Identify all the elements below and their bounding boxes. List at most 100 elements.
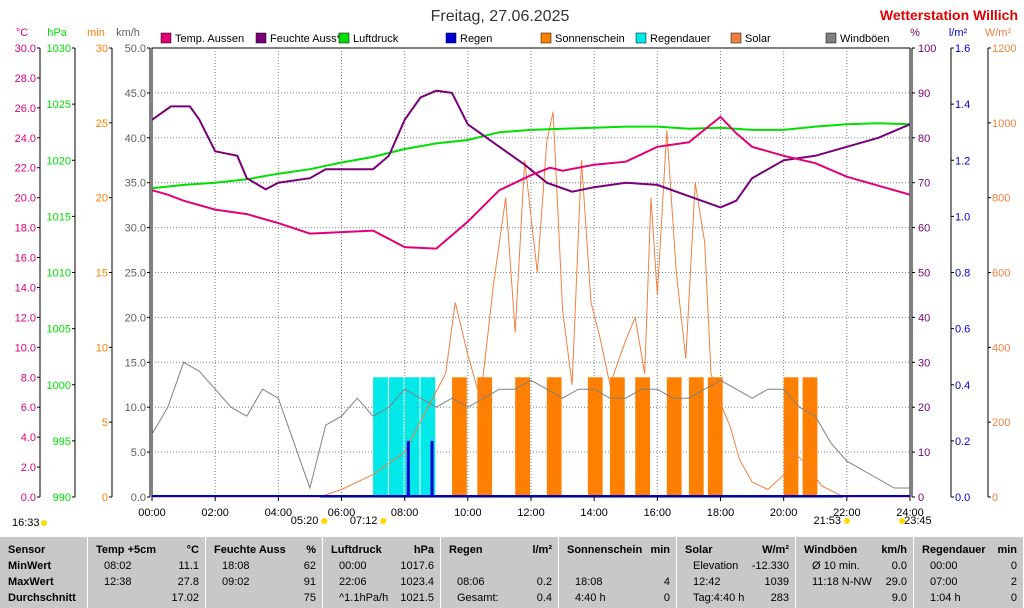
legend-swatch xyxy=(730,32,742,44)
bar-sonnenschein xyxy=(802,377,818,497)
axis-label-rain: 0.8 xyxy=(955,268,970,280)
stats-value: 0.4 xyxy=(536,592,552,604)
axis-label-rain: 1.0 xyxy=(955,211,970,223)
stats-value: -12.330 xyxy=(751,560,789,572)
axis-label-rain: 0.4 xyxy=(955,380,970,392)
axis-label-solar: 800 xyxy=(992,193,1010,205)
legend-label: Luftdruck xyxy=(353,33,399,45)
stats-value: 91 xyxy=(303,576,316,588)
stats-column: Luftdruck hPa 00:00 1017.6 22:06 1023.4 ^1.1hP… xyxy=(323,537,441,608)
stats-value: 1039 xyxy=(764,576,789,588)
legend-swatch xyxy=(635,32,647,44)
series-line xyxy=(152,111,910,498)
axis-unit-temp: °C xyxy=(16,27,28,39)
sun-events: 16:33 05:20 07:12 21:53 23:45 xyxy=(12,515,932,529)
axis-label-humidity: 10 xyxy=(918,447,930,459)
axis-label-solar: 600 xyxy=(992,268,1010,280)
bar-sonnenschein xyxy=(515,377,530,497)
axis-label-pressure: 1015 xyxy=(47,211,71,223)
stats-value: 17.02 xyxy=(171,592,199,604)
stats-value: 62 xyxy=(303,560,316,572)
axis-label-temp: 22.0 xyxy=(15,163,36,175)
sun-event-label: 07:12 xyxy=(350,515,378,527)
stats-column: Regen l/m² 08:06 0.2 Gesamt: 0.4 xyxy=(441,537,559,608)
plot-area xyxy=(151,89,911,498)
axis-label-temp: 10.0 xyxy=(15,342,36,354)
bar-sonnenschein xyxy=(707,377,723,497)
chart-title: Freitag, 27.06.2025 xyxy=(431,8,570,25)
axis-label-wind: 0.0 xyxy=(131,492,146,504)
station-name: Wetterstation Willich xyxy=(880,7,1018,23)
axis-unit-pressure: hPa xyxy=(47,27,67,39)
stats-value: 2 xyxy=(1010,576,1017,588)
axis-label-pressure: 1010 xyxy=(47,268,71,280)
stats-value: 283 xyxy=(770,592,789,604)
axis-unit-humidity: % xyxy=(910,27,920,39)
sun-icon xyxy=(844,518,851,524)
stats-row-label: MinWert xyxy=(8,560,52,572)
stats-value: 75 xyxy=(303,592,316,604)
time-label: 00:00 xyxy=(138,507,166,519)
axis-label-minutes: 5 xyxy=(102,417,108,429)
stats-time: 12:42 xyxy=(693,576,721,588)
axis-unit-rain: l/m² xyxy=(949,27,968,39)
bar-sonnenschein xyxy=(666,377,682,497)
axis-label-wind: 45.0 xyxy=(125,88,146,100)
stats-time: 11:18 N-NW xyxy=(812,576,872,588)
axis-label-rain: 1.2 xyxy=(955,155,970,167)
axis-label-pressure: 990 xyxy=(53,492,71,504)
axis-label-minutes: 25 xyxy=(96,118,108,130)
stats-time: Tag:4:40 h xyxy=(693,592,745,604)
axis-label-pressure: 1000 xyxy=(47,380,71,392)
legend-swatch xyxy=(825,32,837,44)
sun-event-label: 23:45 xyxy=(904,515,932,527)
weather-chart: Freitag, 27.06.2025 Wetterstation Willic… xyxy=(12,7,1018,529)
axis-label-pressure: 1020 xyxy=(47,155,71,167)
stats-value: 0 xyxy=(663,592,670,604)
axis-label-minutes: 15 xyxy=(96,268,108,280)
legend-swatch xyxy=(338,32,350,44)
axis-label-wind: 30.0 xyxy=(125,223,146,235)
axis-label-rain: 0.6 xyxy=(955,324,970,336)
series-line xyxy=(151,361,910,490)
bar-regen xyxy=(406,440,410,497)
axis-label-temp: 16.0 xyxy=(15,253,36,265)
stats-column: Regendauer min 00:00 0 07:00 2 1:04 h 0 xyxy=(914,537,1024,608)
time-label: 24:00 xyxy=(896,507,924,519)
axis-label-humidity: 90 xyxy=(918,88,930,100)
axis-label-rain: 0.0 xyxy=(955,492,970,504)
axis-label-temp: 8.0 xyxy=(21,372,36,384)
axis-label-rain: 0.2 xyxy=(955,436,970,448)
stats-value: 0.0 xyxy=(891,560,907,572)
stats-unit: min xyxy=(650,544,670,556)
stats-time: 08:02 xyxy=(104,560,132,572)
axis-label-temp: 6.0 xyxy=(21,402,36,414)
left-axes: 0.0 2.0 4.0 6.0 8.0 10.0 12.0 14.0 16.0 18.0 20.0 2… xyxy=(15,27,151,504)
bar-regen xyxy=(430,440,434,497)
axis-label-wind: 5.0 xyxy=(131,447,146,459)
axis-label-humidity: 80 xyxy=(918,133,930,145)
stats-time: 1:04 h xyxy=(930,592,961,604)
stats-column: Temp +5cm °C 08:02 11.1 12:38 27.8 17.02 xyxy=(88,537,206,608)
bar-sonnenschein xyxy=(783,377,799,497)
legend-label: Sonnenschein xyxy=(555,33,625,45)
right-axes: 0 10 20 30 40 50 60 70 80 90 100% 0.0 0.2 0.4 0.6 0.8 1.… xyxy=(910,27,1016,504)
time-label: 04:00 xyxy=(265,507,293,519)
stats-column: Sonnenschein min 18:08 4 4:40 h 0 xyxy=(559,537,677,608)
axis-label-temp: 24.0 xyxy=(15,133,36,145)
sun-icon xyxy=(41,520,47,526)
legend-swatch xyxy=(445,32,457,44)
axis-label-pressure: 995 xyxy=(53,436,71,448)
axis-label-rain: 1.4 xyxy=(955,99,970,111)
stats-time: Ø 10 min. xyxy=(812,560,860,572)
axis-label-humidity: 70 xyxy=(918,178,930,190)
stats-header: Solar xyxy=(685,544,713,556)
axis-label-temp: 12.0 xyxy=(15,312,36,324)
axis-unit-wind: km/h xyxy=(116,27,140,39)
legend: Temp. Aussen Feuchte Auss* Luftdruck Regen S… xyxy=(160,32,890,45)
axis-label-wind: 40.0 xyxy=(125,133,146,145)
time-axis: 00:00 02:00 04:00 06:00 08:00 10:00 12:00 14:00… xyxy=(138,497,924,519)
axis-label-minutes: 20 xyxy=(96,193,108,205)
stats-time: 07:00 xyxy=(930,576,958,588)
axis-label-humidity: 0 xyxy=(918,492,924,504)
